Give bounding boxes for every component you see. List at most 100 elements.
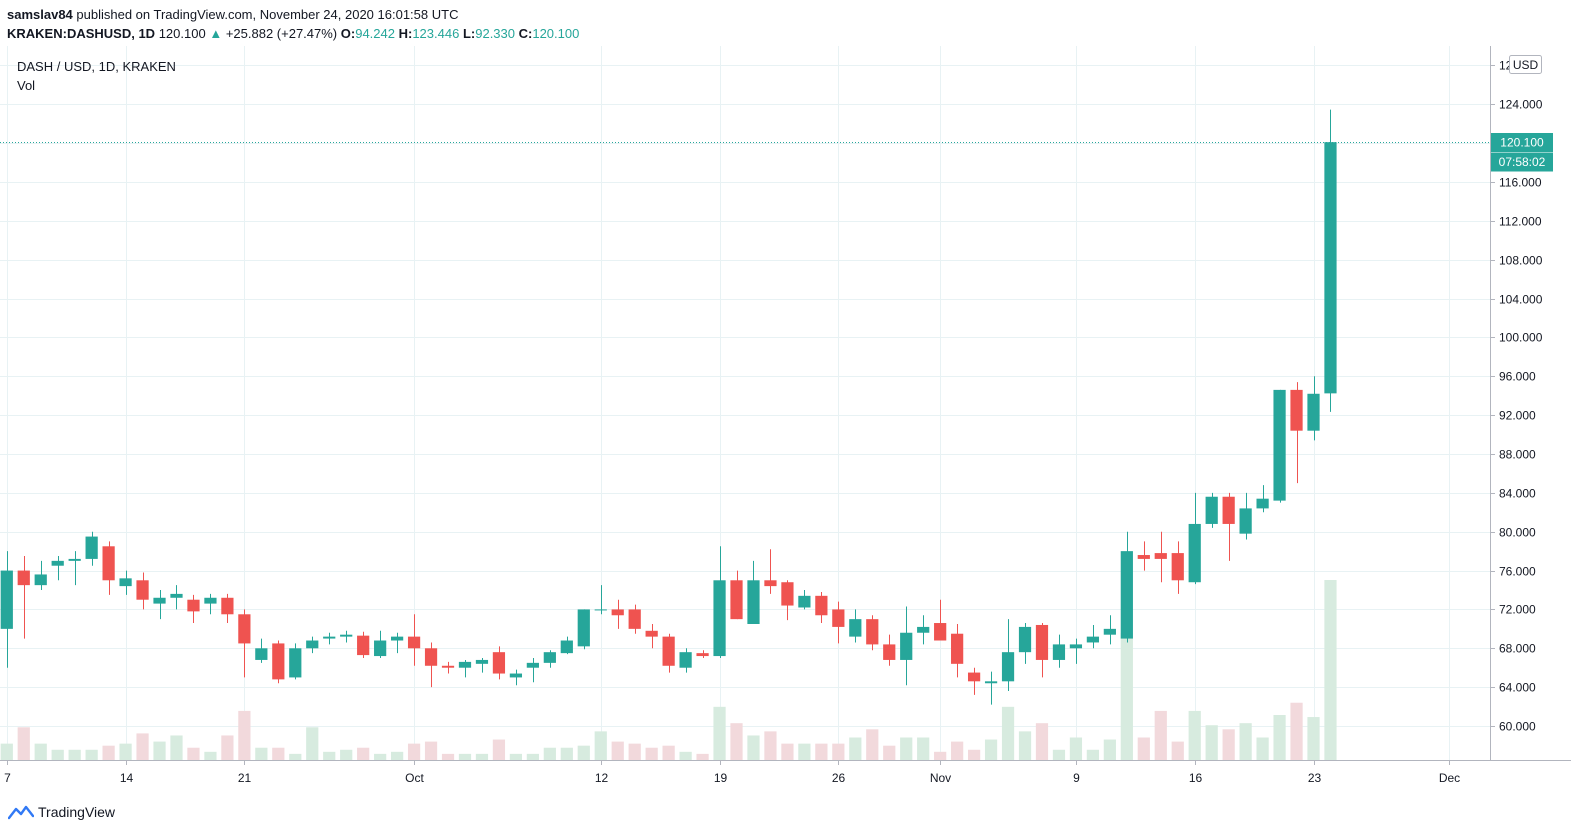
candle[interactable] [1290,382,1303,484]
candle-body [0,570,13,629]
candle[interactable] [238,609,251,678]
candle[interactable] [1103,615,1116,645]
candle[interactable] [747,560,760,624]
candle[interactable] [1171,541,1184,594]
candle[interactable] [170,585,183,610]
candle[interactable] [713,546,726,658]
candle-body [577,609,590,647]
candle[interactable] [1018,623,1032,664]
candle[interactable] [611,599,624,629]
candle[interactable] [85,531,98,566]
candle[interactable] [374,630,387,658]
candlestick-chart[interactable]: 60.000 64.000 68.000 72.000 76.000 80.000 84.0… [0,46,1571,796]
candle-body [1035,624,1049,660]
candle[interactable] [1188,492,1201,585]
candle[interactable] [51,556,64,581]
candle[interactable] [357,631,370,658]
volume-bar [798,743,811,760]
candle[interactable] [407,614,421,666]
candle[interactable] [1222,492,1235,561]
candle[interactable] [866,615,879,651]
candle[interactable] [594,585,607,615]
candle[interactable] [1120,531,1133,643]
candle-body [407,636,421,649]
candle[interactable] [1086,624,1100,649]
candle-body [1171,553,1184,581]
candle[interactable] [340,630,353,643]
candle[interactable] [951,624,964,678]
candle[interactable] [221,593,234,624]
candle[interactable] [917,615,930,645]
candle[interactable] [662,633,675,673]
candle[interactable] [883,634,896,666]
currency-badge[interactable]: USD [1509,55,1542,74]
candle[interactable] [526,658,539,683]
last-price-tag: 120.100 07:58:02 [1491,133,1553,172]
candle[interactable] [136,572,149,610]
author-name[interactable]: samslav84 [7,7,73,22]
candle[interactable] [628,604,641,634]
candle[interactable] [1001,619,1015,692]
y-tick-label: 124.000 [1499,98,1543,112]
x-tick-label: 26 [832,771,846,785]
candle[interactable] [68,551,81,586]
candle[interactable] [323,632,336,645]
price-axis[interactable]: 60.000 64.000 68.000 72.000 76.000 80.000 84.0… [1490,59,1543,734]
candle[interactable] [645,624,658,649]
candle[interactable] [187,594,200,624]
candle[interactable] [1205,492,1218,528]
candle[interactable] [17,556,30,639]
candle[interactable] [1256,485,1269,513]
candle[interactable] [1052,634,1066,668]
candle[interactable] [1154,531,1167,583]
candle[interactable] [102,541,115,595]
candle-body [204,597,217,604]
candle[interactable] [781,580,794,621]
candle[interactable] [849,609,862,643]
candle[interactable] [1239,492,1252,540]
candle[interactable] [679,648,692,673]
candle[interactable] [289,643,302,680]
candle[interactable] [34,560,47,590]
candle-body [1222,496,1235,524]
candle[interactable] [543,650,556,668]
candle-body [984,681,998,684]
candle[interactable] [934,599,947,641]
time-axis[interactable]: 7 14 21 Oct 12 19 26 Nov 9 16 23 Dec [4,760,1460,785]
candle[interactable] [390,632,404,654]
candle[interactable] [1035,623,1049,678]
candle[interactable] [577,609,590,650]
volume-bar [917,737,930,760]
candle[interactable] [492,646,506,680]
candle[interactable] [1307,376,1320,441]
candle[interactable] [0,551,13,668]
candle[interactable] [119,570,132,595]
candle[interactable] [560,636,573,655]
candle[interactable] [900,606,913,686]
candle[interactable] [306,636,319,654]
candle[interactable] [441,661,455,674]
candle[interactable] [730,570,743,620]
candle[interactable] [967,667,981,695]
candles[interactable] [0,109,1337,705]
candle[interactable] [509,669,523,686]
candle[interactable] [153,590,166,620]
candle[interactable] [272,640,285,684]
footer-brand[interactable]: TradingView [8,802,115,822]
candle[interactable] [1137,541,1150,571]
candle[interactable] [424,642,438,688]
candle[interactable] [1324,109,1337,412]
candle[interactable] [458,659,472,678]
candle[interactable] [1273,389,1286,503]
candle[interactable] [832,601,845,644]
candle[interactable] [255,638,268,663]
candle[interactable] [475,658,489,673]
candle[interactable] [764,549,777,594]
volume-bar [1018,731,1032,760]
candle[interactable] [696,650,709,658]
candle[interactable] [204,593,217,615]
candle[interactable] [815,591,828,624]
candle[interactable] [984,671,998,705]
candle[interactable] [798,590,811,610]
candle[interactable] [1069,638,1083,664]
